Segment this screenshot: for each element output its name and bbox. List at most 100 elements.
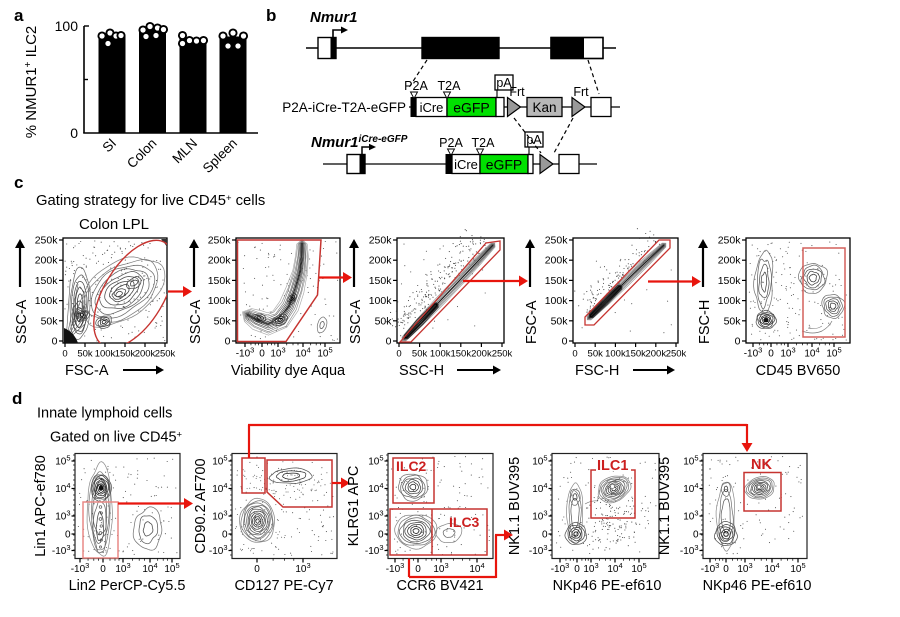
svg-text:0: 0 [52,336,58,348]
svg-text:Colon LPL: Colon LPL [79,216,149,233]
svg-text:50k: 50k [551,315,569,327]
svg-text:250k: 250k [369,235,393,247]
svg-text:104: 104 [368,481,383,495]
svg-text:NK1.1 BUV395: NK1.1 BUV395 [507,457,523,555]
svg-text:105: 105 [631,561,646,575]
svg-text:ILC3: ILC3 [449,514,480,530]
svg-text:104: 104 [469,561,484,575]
svg-text:200k: 200k [545,255,569,267]
svg-text:100k: 100k [208,295,232,307]
svg-text:0: 0 [65,530,71,541]
svg-text:0: 0 [254,564,260,575]
svg-text:0: 0 [62,349,67,360]
svg-text:MLN: MLN [169,136,200,167]
svg-text:150k: 150k [545,275,569,287]
svg-text:0: 0 [100,564,106,575]
svg-text:Viability dye Aqua: Viability dye Aqua [231,363,346,379]
svg-text:100k: 100k [35,295,59,307]
svg-text:100k: 100k [545,295,569,307]
svg-text:Spleen: Spleen [200,136,240,176]
svg-text:250k: 250k [155,349,176,360]
svg-text:0: 0 [259,349,265,360]
svg-text:FSC-A: FSC-A [524,300,540,344]
svg-text:104: 104 [532,481,547,495]
svg-text:0: 0 [396,349,401,360]
svg-text:250k: 250k [35,235,59,247]
svg-text:0: 0 [768,349,774,360]
svg-text:iCre: iCre [454,157,478,172]
svg-text:200k: 200k [471,349,492,360]
svg-text:103: 103 [55,509,70,523]
svg-text:0: 0 [542,530,548,541]
svg-text:CD127 PE-Cy7: CD127 PE-Cy7 [234,578,333,594]
svg-text:50k: 50k [375,315,393,327]
svg-text:103: 103 [737,561,752,575]
svg-text:P2A: P2A [439,136,463,150]
svg-text:-103: -103 [744,346,763,360]
svg-text:200k: 200k [645,349,666,360]
svg-text:104: 104 [55,481,70,495]
svg-text:150k: 150k [115,349,136,360]
svg-text:103: 103 [270,346,285,360]
svg-text:104: 104 [607,561,622,575]
svg-text:100k: 100k [605,349,626,360]
svg-text:0: 0 [572,349,577,360]
svg-text:50k: 50k [588,349,604,360]
svg-text:-103: -103 [529,543,548,557]
svg-text:CD90.2 AF700: CD90.2 AF700 [193,458,209,553]
svg-text:105: 105 [55,454,70,468]
svg-text:103: 103 [532,509,547,523]
svg-text:0: 0 [562,336,568,348]
svg-text:ILC1: ILC1 [597,458,628,474]
svg-text:c: c [14,173,23,192]
svg-text:50k: 50k [724,315,742,327]
svg-text:50k: 50k [214,315,232,327]
svg-text:104: 104 [764,561,779,575]
svg-text:0: 0 [574,564,580,575]
svg-text:P2A: P2A [404,79,428,93]
svg-text:ILC2: ILC2 [396,458,427,474]
svg-text:CCR6 BV421: CCR6 BV421 [396,578,483,594]
svg-text:200k: 200k [35,255,59,267]
svg-text:-103: -103 [701,561,720,575]
svg-text:103: 103 [295,561,310,575]
svg-text:b: b [266,6,276,25]
svg-text:103: 103 [115,561,130,575]
svg-text:SI: SI [99,136,119,156]
svg-text:103: 103 [368,509,383,523]
svg-text:105: 105 [826,346,841,360]
svg-text:0: 0 [693,530,699,541]
svg-text:104: 104 [295,346,310,360]
svg-text:250k: 250k [545,235,569,247]
svg-text:50k: 50k [41,315,59,327]
svg-text:100k: 100k [369,295,393,307]
svg-text:0: 0 [386,336,392,348]
svg-text:150k: 150k [369,275,393,287]
svg-text:Frt: Frt [573,85,589,99]
svg-text:NK1.1 BUV395: NK1.1 BUV395 [657,457,673,555]
svg-text:-103: -103 [209,543,228,557]
svg-text:-103: -103 [52,543,71,557]
svg-text:CD45 BV650: CD45 BV650 [756,363,841,379]
svg-text:200k: 200k [718,255,742,267]
svg-text:105: 105 [212,454,227,468]
svg-text:250k: 250k [666,349,687,360]
svg-text:105: 105 [368,454,383,468]
svg-text:d: d [12,389,22,408]
svg-text:0: 0 [415,564,421,575]
svg-text:0: 0 [378,530,384,541]
svg-text:103: 103 [780,346,795,360]
svg-text:-103: -103 [386,561,405,575]
svg-text:150k: 150k [718,275,742,287]
svg-text:a: a [14,6,24,25]
svg-text:200k: 200k [208,255,232,267]
svg-text:50k: 50k [77,349,93,360]
svg-text:-103: -103 [71,561,90,575]
svg-text:eGFP: eGFP [486,157,523,173]
svg-text:100k: 100k [95,349,116,360]
svg-text:105: 105 [532,454,547,468]
svg-text:Colon: Colon [124,136,160,172]
svg-text:SSC-A: SSC-A [188,299,204,344]
svg-text:Frt: Frt [509,85,525,99]
svg-text:FSC-A: FSC-A [65,363,109,379]
